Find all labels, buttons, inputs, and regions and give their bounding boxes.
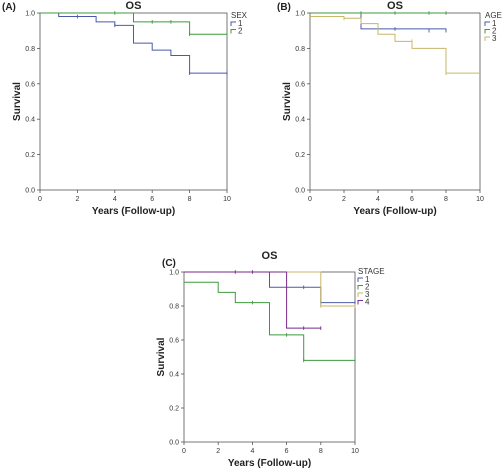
x-tick-label: 6 xyxy=(410,196,414,203)
panel-letter: (B) xyxy=(277,2,291,13)
legend-swatch-2 xyxy=(230,29,236,34)
y-tick-label: 0.4 xyxy=(295,117,305,124)
legend-swatch-1 xyxy=(484,21,490,26)
plot-title: OS xyxy=(126,0,142,12)
y-tick-label: 0.6 xyxy=(169,338,179,345)
legend-label: 1 xyxy=(492,19,497,28)
x-tick-label: 0 xyxy=(38,196,42,203)
legend-label: 2 xyxy=(492,27,497,36)
legend-label: 2 xyxy=(238,27,243,36)
y-tick-label: 0.2 xyxy=(169,406,179,413)
x-tick-label: 0 xyxy=(182,448,186,455)
x-tick-label: 2 xyxy=(342,196,346,203)
chart-panel-0: (A) OS 0 2 4 6 8 10 0.0 0.2 0.4 0.6 0.8 1.0 Years (Fol… xyxy=(2,0,248,217)
legend-label: 3 xyxy=(492,34,497,43)
legend-title: AGE xyxy=(485,11,502,20)
x-tick-label: 6 xyxy=(150,196,154,203)
legend-label: 1 xyxy=(365,275,370,284)
y-tick-label: 0.8 xyxy=(169,304,179,311)
legend-title: SEX xyxy=(231,11,248,20)
x-tick-label: 10 xyxy=(223,196,231,203)
y-tick-label: 0.8 xyxy=(25,46,35,53)
series-line-3 xyxy=(310,16,480,74)
y-tick-label: 0.8 xyxy=(295,46,305,53)
y-tick-label: 0.0 xyxy=(295,188,305,195)
y-tick-label: 0.2 xyxy=(25,152,35,159)
legend-label: 4 xyxy=(365,298,370,307)
y-tick-label: 0.0 xyxy=(25,188,35,195)
y-tick-label: 0.6 xyxy=(295,81,305,88)
legend-swatch-1 xyxy=(230,21,236,26)
y-tick-label: 1.0 xyxy=(169,270,179,277)
panel-letter: (C) xyxy=(162,258,176,269)
x-axis-label: Years (Follow-up) xyxy=(228,458,311,469)
plot-title: OS xyxy=(387,0,403,12)
y-axis-label: Survival xyxy=(156,337,167,376)
legend-title: STAGE xyxy=(358,267,385,276)
panel-letter: (A) xyxy=(2,2,16,13)
series-line-4 xyxy=(184,271,321,329)
plot-frame xyxy=(183,271,356,443)
y-tick-label: 1.0 xyxy=(295,11,305,18)
x-tick-label: 8 xyxy=(444,196,448,203)
y-tick-label: 1.0 xyxy=(25,11,35,18)
x-tick-label: 4 xyxy=(250,448,254,455)
x-tick-label: 4 xyxy=(113,196,117,203)
x-tick-label: 8 xyxy=(188,196,192,203)
y-tick-label: 0.6 xyxy=(25,81,35,88)
legend-swatch-1 xyxy=(357,277,363,282)
series-line-1 xyxy=(184,271,355,304)
chart-panel-2: (C) OS 0 2 4 6 8 10 0.0 0.2 0.4 0.6 0.8 1.0 Years (Fol… xyxy=(156,250,385,469)
legend-label: 1 xyxy=(238,19,243,28)
x-tick-label: 10 xyxy=(476,196,484,203)
y-axis-label: Survival xyxy=(12,82,23,121)
legend-swatch-2 xyxy=(484,29,490,34)
legend-swatch-4 xyxy=(357,300,363,305)
chart-panel-1: (B) OS 0 2 4 6 8 10 0.0 0.2 0.4 0.6 0.8 1.0 Years (Fol… xyxy=(277,0,502,217)
y-tick-label: 0.4 xyxy=(25,117,35,124)
y-tick-label: 0.4 xyxy=(169,372,179,379)
y-tick-label: 0.0 xyxy=(169,440,179,447)
x-tick-label: 2 xyxy=(75,196,79,203)
x-axis-label: Years (Follow-up) xyxy=(353,206,436,217)
series-line-2 xyxy=(40,12,227,35)
legend-swatch-2 xyxy=(357,285,363,290)
y-tick-label: 0.2 xyxy=(295,152,305,159)
x-tick-label: 2 xyxy=(216,448,220,455)
x-tick-label: 8 xyxy=(319,448,323,455)
x-tick-label: 10 xyxy=(351,448,359,455)
legend-swatch-3 xyxy=(484,36,490,41)
x-tick-label: 6 xyxy=(285,448,289,455)
y-axis-label: Survival xyxy=(282,82,293,121)
legend-label: 2 xyxy=(365,283,370,292)
series-line-2 xyxy=(184,281,355,361)
plot-title: OS xyxy=(262,250,278,262)
x-axis-label: Years (Follow-up) xyxy=(92,206,175,217)
x-tick-label: 0 xyxy=(308,196,312,203)
x-tick-label: 4 xyxy=(376,196,380,203)
legend-swatch-3 xyxy=(357,292,363,297)
legend-label: 3 xyxy=(365,290,370,299)
